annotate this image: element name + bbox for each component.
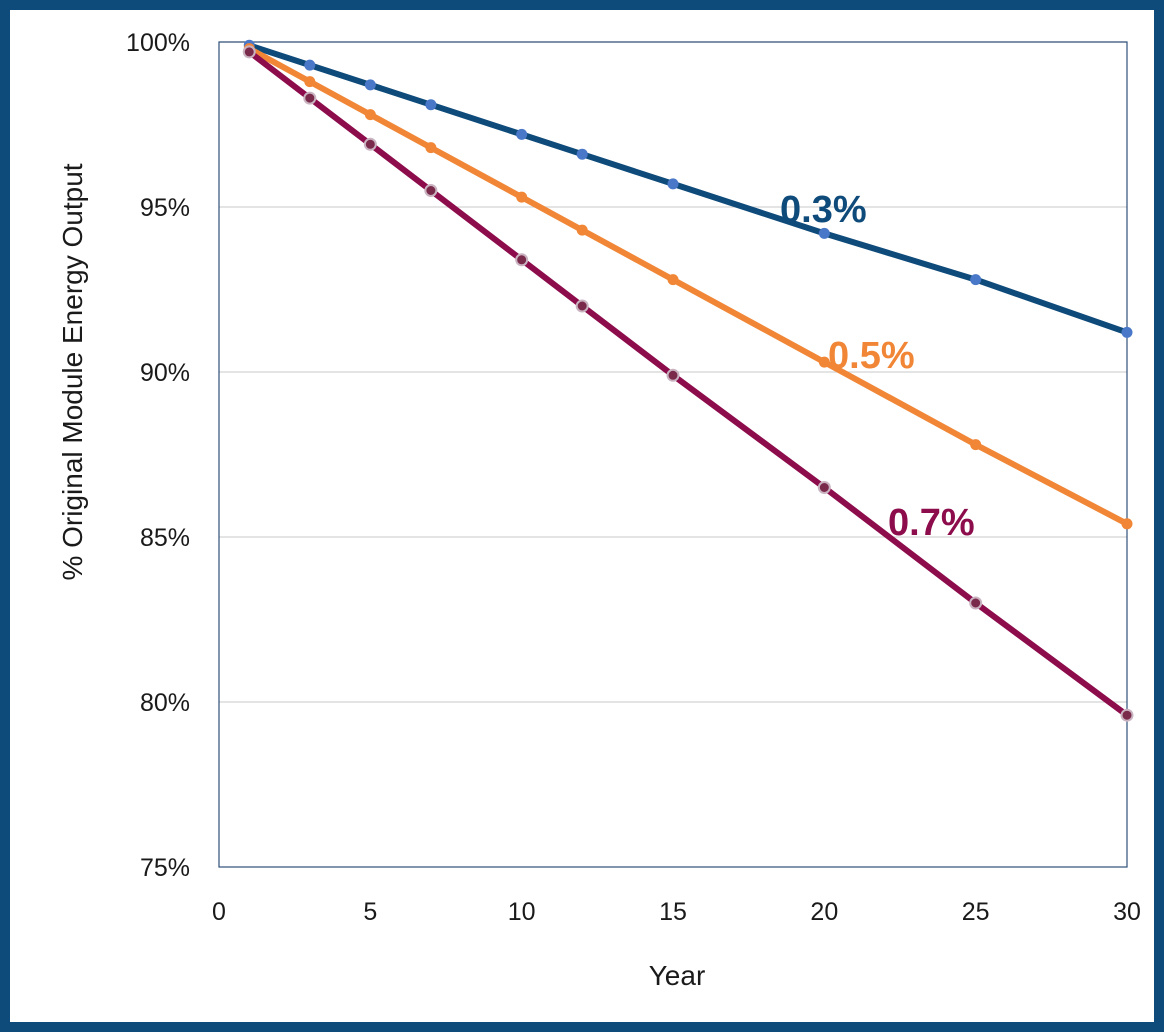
series-markers <box>242 39 1134 722</box>
data-point <box>970 274 982 286</box>
plot-area-border <box>218 41 1128 868</box>
data-point <box>576 224 588 236</box>
y-tick-label: 95% <box>140 194 190 222</box>
series-label: 0.3% <box>780 189 867 231</box>
data-point <box>364 109 376 121</box>
data-point <box>304 76 316 88</box>
data-point <box>304 59 316 71</box>
data-point <box>666 368 680 382</box>
data-point <box>425 99 437 111</box>
data-point <box>818 356 830 368</box>
data-point <box>516 128 528 140</box>
series-line <box>246 48 1130 719</box>
data-point <box>667 178 679 190</box>
data-point <box>515 253 529 267</box>
data-point <box>667 274 679 286</box>
data-point <box>1120 708 1134 722</box>
series-label: 0.5% <box>828 335 915 377</box>
series-lines <box>246 42 1130 719</box>
data-point <box>1121 518 1133 530</box>
y-tick-label: 80% <box>140 689 190 717</box>
data-point <box>1121 326 1133 338</box>
y-tick-label: 75% <box>140 854 190 882</box>
plot-border <box>218 41 1128 868</box>
y-tick-label: 85% <box>140 524 190 552</box>
x-tick-label: 5 <box>363 898 377 926</box>
y-tick-label: 100% <box>126 29 190 57</box>
series-labels: 0.3% 0.5% 0.7% <box>780 189 975 544</box>
data-point <box>425 142 437 154</box>
data-point <box>364 79 376 91</box>
y-axis-ticks: 75% 80% 85% 90% 95% 100% <box>126 29 190 882</box>
series-line <box>246 42 1130 336</box>
x-axis-title: Year <box>649 960 706 991</box>
x-tick-label: 20 <box>810 898 838 926</box>
x-tick-label: 15 <box>659 898 687 926</box>
x-tick-label: 30 <box>1113 898 1141 926</box>
series-label: 0.7% <box>888 502 975 544</box>
data-point <box>818 227 830 239</box>
y-tick-label: 90% <box>140 359 190 387</box>
data-point <box>576 148 588 160</box>
x-tick-label: 25 <box>962 898 990 926</box>
data-point <box>970 439 982 451</box>
data-point <box>516 191 528 203</box>
data-point <box>363 137 377 151</box>
x-tick-label: 10 <box>508 898 536 926</box>
data-point <box>969 596 983 610</box>
x-axis-ticks: 0 5 10 15 20 25 30 <box>212 898 1141 926</box>
data-point <box>303 91 317 105</box>
data-point <box>242 45 256 59</box>
y-axis-title: % Original Module Energy Output <box>57 163 88 580</box>
series-line <box>246 45 1130 527</box>
data-point <box>424 184 438 197</box>
data-point <box>817 481 831 494</box>
data-point <box>575 299 589 313</box>
x-tick-label: 0 <box>212 898 226 926</box>
